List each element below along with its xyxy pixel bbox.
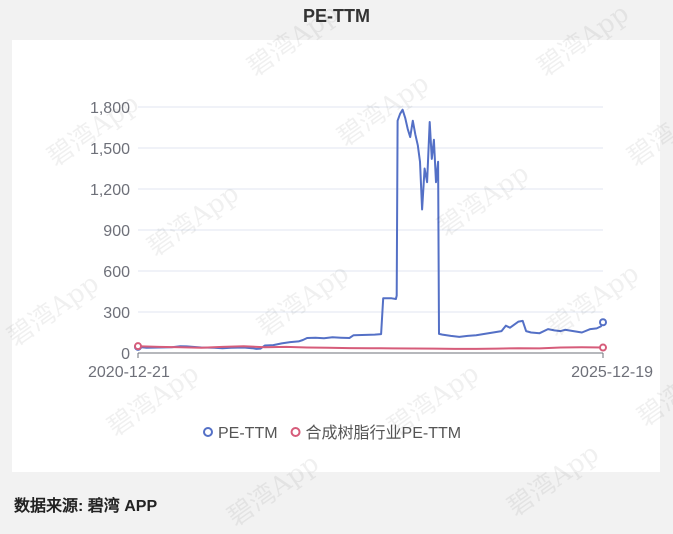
series-end-point [599,343,607,352]
y-tick-label: 1,800 [90,100,130,117]
y-tick-label: 900 [103,223,130,240]
y-tick-label: 300 [103,305,130,322]
x-tick-label: 2025-12-19 [571,364,653,381]
series-end-point [599,318,607,327]
data-source-label: 数据来源: 碧湾 APP [14,498,158,515]
series-line-0 [137,108,604,350]
chart-title: PE-TTM [303,6,370,26]
legend-label-1: 合成树脂行业PE-TTM [306,424,462,442]
y-tick-label: 600 [103,264,130,281]
chart-panel: 0 300 600 900 1,200 1,500 1,800 2020-12-21 2025-… [12,40,660,472]
y-tick-label: 0 [121,346,130,363]
series-line-1 [137,345,604,350]
legend-marker-0 [203,427,213,437]
series-start-point [134,342,142,351]
line-chart: 0 300 600 900 1,200 1,500 1,800 2020-12-21 2025-… [88,100,653,442]
y-tick-label: 1,200 [90,182,130,199]
legend-label-0: PE-TTM [218,425,278,442]
legend-marker-1 [290,427,301,437]
y-tick-label: 1,500 [90,141,130,158]
x-tick-label: 2020-12-21 [88,364,170,381]
